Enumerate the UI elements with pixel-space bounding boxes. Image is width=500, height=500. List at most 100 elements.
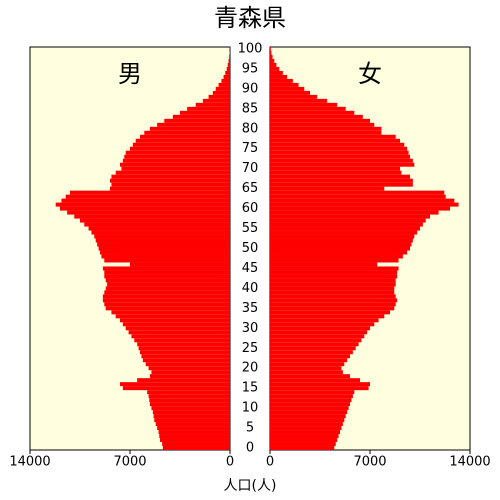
bar [130,262,230,267]
bar [270,230,418,235]
bar [270,206,450,211]
bar [270,170,402,175]
bar [195,102,230,107]
bar [270,118,370,123]
bar [221,78,230,83]
bar [115,170,230,175]
bar [157,426,230,431]
bar [142,358,230,363]
bar [270,194,446,199]
bar [270,47,271,51]
bar [151,370,230,375]
bar [128,330,230,335]
chart-title: 青森県 [214,4,286,32]
bar [270,370,343,375]
bar [111,174,230,179]
bar [60,206,230,211]
bar [270,262,378,267]
bar [270,146,408,151]
bar [223,74,230,79]
bar [91,230,230,235]
bar [270,222,423,227]
bar [270,318,379,323]
bar [160,438,230,443]
bar [270,322,375,327]
bar [130,146,230,151]
bar [135,138,230,143]
bar [270,182,413,187]
bar [270,410,348,415]
bar [172,114,230,119]
bar [270,398,352,403]
bar [270,62,277,67]
bar [61,198,230,203]
bar [270,54,273,59]
bar [121,166,230,171]
bar [97,242,231,247]
bar [270,210,439,215]
bar [162,442,230,447]
bar [270,142,405,147]
bar [154,418,230,423]
y-tick-label: 95 [242,61,259,76]
bar [110,186,230,191]
bar [144,130,230,135]
bar [270,426,342,431]
y-tick-label: 80 [242,121,259,136]
bar [180,110,230,115]
bar [270,78,293,83]
bar [151,406,230,411]
y-tick-label: 60 [242,201,259,216]
bar [270,418,345,423]
bar [148,394,230,399]
y-tick-label: 5 [246,421,254,436]
bar [270,66,280,71]
bar [270,166,400,171]
x-axis-label: 人口(人) [224,478,277,494]
bar [122,386,230,391]
x-tick-label: 7000 [113,455,146,470]
bar [270,82,299,87]
bar [270,106,346,111]
bar [270,186,385,191]
bar [270,58,275,63]
bar [270,302,396,307]
bar [110,178,230,183]
bar [70,190,230,195]
y-tick-label: 65 [242,181,259,196]
bar [228,58,230,63]
bar [270,246,410,251]
bar [187,106,230,111]
bar [140,350,230,355]
bar [159,434,230,439]
bar [270,214,430,219]
bar [270,402,350,407]
bar [270,298,398,303]
bar [150,374,230,379]
bar [270,190,445,195]
bar [212,90,230,95]
y-tick-label: 25 [242,341,259,356]
bar [94,234,231,239]
bar [270,330,368,335]
bar [270,346,356,351]
x-tick-label: 7000 [353,455,386,470]
bar [65,194,230,199]
bar [149,398,230,403]
bar [150,126,230,131]
bar [270,338,362,343]
bar [270,386,369,391]
bar [102,294,230,299]
y-tick-label: 0 [246,441,254,456]
bar [270,130,382,135]
bar [270,362,345,367]
y-tick-label: 20 [242,361,259,376]
bar [270,394,353,399]
bar [270,198,455,203]
y-tick-label: 50 [242,241,259,256]
bar [270,98,328,103]
bar [100,250,230,255]
bar [270,150,409,155]
bar [101,254,230,259]
